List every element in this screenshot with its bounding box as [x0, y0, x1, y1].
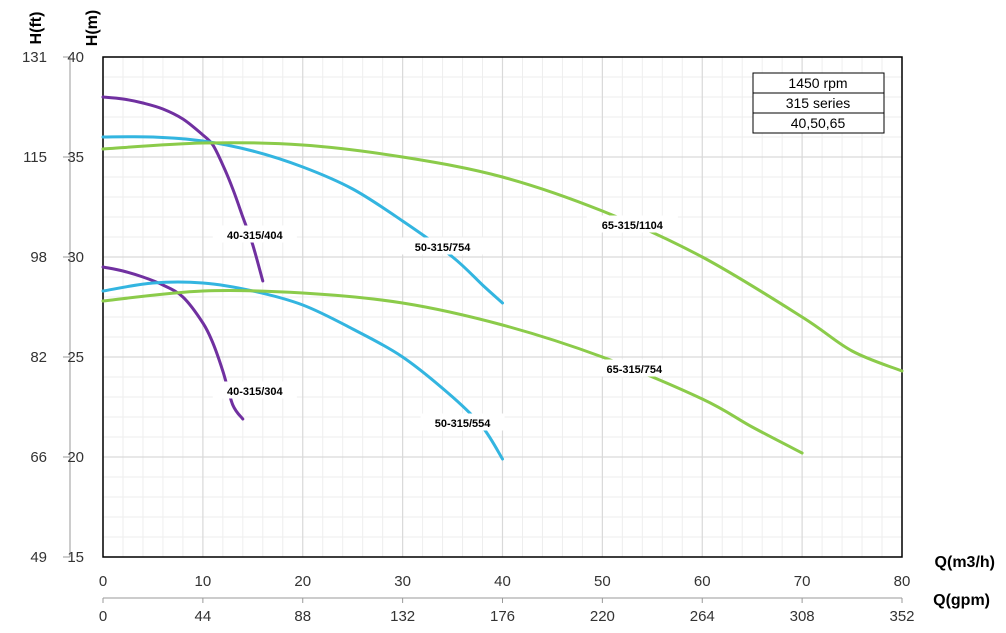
x-tick-label-m3h: 50 [594, 573, 611, 590]
y-tick-label-ft: 82 [30, 349, 47, 366]
curve-label-bg [212, 225, 297, 243]
x-tick-label-gpm: 352 [889, 608, 914, 625]
x-tick-label-m3h: 30 [394, 573, 411, 590]
x-tick-label-m3h: 0 [99, 573, 107, 590]
x-tick-label-m3h: 70 [794, 573, 811, 590]
axis-layer: 15 49 20 66 25 82 30 98 35 115 40 131 0 0 10 44 20 88 30 13… [22, 49, 915, 625]
x-tick-label-gpm: 176 [490, 608, 515, 625]
y-axis-title-m: H(m) [84, 10, 101, 46]
curve-label-bg [400, 237, 485, 255]
curve-label-40-315/304: 40-315/304 [227, 386, 284, 398]
x-tick-label-m3h: 20 [294, 573, 311, 590]
series-line-50-315/754 [101, 135, 504, 305]
x-tick-label-m3h: 40 [494, 573, 511, 590]
x-tick-label-gpm: 88 [294, 608, 311, 625]
y-tick-label-ft: 66 [30, 449, 47, 466]
y-axis-title-ft: H(ft) [28, 12, 45, 45]
x-tick-label-gpm: 308 [790, 608, 815, 625]
y-tick-label-m: 15 [67, 549, 84, 566]
curve-label-bg [212, 381, 297, 399]
curve-label-layer: 40-315/404 40-315/304 50-315/754 50-315/554… [212, 215, 678, 431]
plot-frame [102, 56, 903, 558]
legend-series: 315 series [786, 95, 851, 111]
x-tick-label-gpm: 220 [590, 608, 615, 625]
legend-box: 1450 rpm 315 series 40,50,65 [752, 72, 885, 134]
curve-label-50-315/554: 50-315/554 [435, 418, 492, 430]
x-tick-label-gpm: 132 [390, 608, 415, 625]
x-tick-label-m3h: 80 [894, 573, 911, 590]
x-tick-label-gpm: 0 [99, 608, 107, 625]
x-tick-label-gpm: 264 [690, 608, 715, 625]
y-tick-label-ft: 115 [23, 149, 47, 166]
series-line-65-315/1104 [101, 141, 904, 373]
curve-label-65-315/1104: 65-315/1104 [602, 220, 664, 232]
curve-label-bg [586, 215, 678, 233]
y-tick-label-ft: 49 [30, 549, 47, 566]
curve-label-40-315/404: 40-315/404 [227, 230, 284, 242]
y-tick-label-m: 20 [67, 449, 84, 466]
y-tick-label-m: 40 [67, 49, 84, 66]
x-tick-label-gpm: 44 [195, 608, 212, 625]
x-tick-label-m3h: 60 [694, 573, 711, 590]
curve-label-bg [592, 359, 677, 377]
y-tick-label-m: 35 [67, 149, 84, 166]
legend-models: 40,50,65 [791, 115, 846, 131]
y-tick-label-ft: 131 [22, 49, 47, 66]
curve-label-bg [420, 413, 505, 431]
series-line-40-315/404 [101, 95, 265, 283]
curve-label-65-315/754: 65-315/754 [606, 364, 663, 376]
curve-label-50-315/754: 50-315/754 [415, 242, 472, 254]
y-tick-label-m: 25 [67, 349, 84, 366]
series-line-65-315/754 [101, 288, 804, 455]
series-line-50-315/554 [101, 280, 504, 461]
x-tick-label-m3h: 10 [195, 573, 212, 590]
x-axis-title-m3h: Q(m3/h) [935, 554, 995, 571]
y-tick-label-ft: 98 [30, 249, 47, 266]
y-tick-label-m: 30 [67, 249, 84, 266]
x-axis-title-gpm: Q(gpm) [933, 592, 990, 609]
legend-rpm: 1450 rpm [788, 75, 847, 91]
